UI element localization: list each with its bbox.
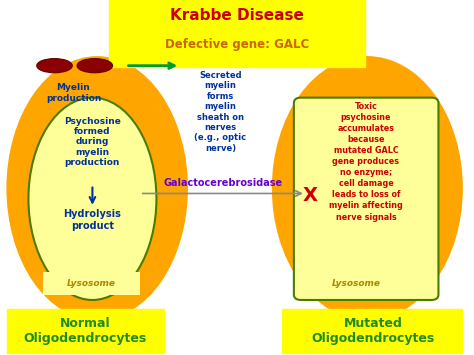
Ellipse shape	[37, 59, 72, 73]
FancyBboxPatch shape	[109, 0, 365, 67]
Text: Toxic
psychosine
accumulates
because
mutated GALC
gene produces
no enzyme;
cell : Toxic psychosine accumulates because mut…	[329, 102, 403, 222]
FancyBboxPatch shape	[7, 309, 164, 353]
Text: Secreted
myelin
forms
myelin
sheath on
nerves
(e.g., optic
nerve): Secreted myelin forms myelin sheath on n…	[194, 71, 246, 153]
Text: Lysosome: Lysosome	[66, 279, 116, 288]
FancyBboxPatch shape	[294, 98, 438, 300]
Text: Psychosine
formed
during
myelin
production: Psychosine formed during myelin producti…	[64, 117, 121, 167]
Text: Galactocerebrosidase: Galactocerebrosidase	[163, 178, 283, 188]
Text: Lysosome: Lysosome	[332, 279, 381, 288]
FancyBboxPatch shape	[43, 272, 140, 295]
Text: Defective gene: GALC: Defective gene: GALC	[165, 38, 309, 51]
Text: Hydrolysis
product: Hydrolysis product	[64, 209, 121, 231]
Text: Krabbe Disease: Krabbe Disease	[170, 9, 304, 23]
Text: X: X	[303, 186, 318, 206]
Ellipse shape	[77, 59, 113, 73]
Text: Myelin
production: Myelin production	[46, 83, 101, 103]
Text: Mutated
Oligodendrocytes: Mutated Oligodendrocytes	[311, 317, 435, 345]
Text: Normal
Oligodendrocytes: Normal Oligodendrocytes	[24, 317, 147, 345]
Ellipse shape	[7, 57, 187, 320]
FancyBboxPatch shape	[282, 309, 462, 353]
Ellipse shape	[28, 98, 156, 300]
Ellipse shape	[273, 57, 462, 320]
FancyBboxPatch shape	[308, 272, 405, 295]
